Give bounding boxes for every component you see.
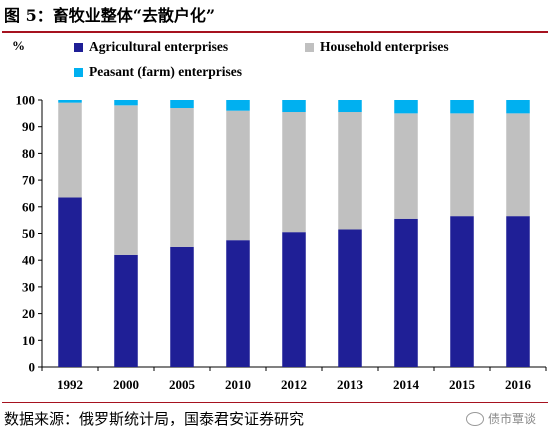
y-tick-label-60: 60 xyxy=(22,199,35,214)
x-tick-label-2014: 2014 xyxy=(393,377,420,392)
bar-2012-series-0 xyxy=(282,232,306,367)
x-tick-label-2000: 2000 xyxy=(113,377,139,392)
legend-swatch-agricultural xyxy=(74,42,83,52)
bar-2014-series-0 xyxy=(394,218,418,367)
bar-2005-series-1 xyxy=(170,108,194,247)
x-tick-label-2012: 2012 xyxy=(281,377,307,392)
bar-2016-series-0 xyxy=(506,216,530,367)
watermark: 债市覃谈 xyxy=(465,410,536,427)
bar-2014-series-2 xyxy=(394,100,418,114)
bar-2015-series-1 xyxy=(450,113,474,217)
source-note: 数据来源：俄罗斯统计局，国泰君安证券研究 xyxy=(4,410,305,428)
figure-title: 图 5：畜牧业整体“去散户化” xyxy=(4,6,216,25)
x-tick-label-2005: 2005 xyxy=(169,377,196,392)
bar-2013-series-0 xyxy=(338,229,362,367)
bar-2005-series-2 xyxy=(170,100,194,109)
y-tick-label-20: 20 xyxy=(22,306,35,321)
title-divider xyxy=(2,31,548,33)
legend-item-household: Household enterprises xyxy=(305,39,449,55)
y-tick-label-50: 50 xyxy=(22,226,35,241)
bar-2012-series-1 xyxy=(282,112,306,233)
bar-2013-series-1 xyxy=(338,112,362,230)
legend-swatch-household xyxy=(305,42,314,52)
x-tick-label-2010: 2010 xyxy=(225,377,251,392)
bar-2016-series-2 xyxy=(506,100,530,114)
legend-item-agricultural: Agricultural enterprises xyxy=(74,39,228,55)
y-tick-label-10: 10 xyxy=(22,333,35,348)
legend-swatch-peasant xyxy=(74,67,83,77)
y-tick-label-100: 100 xyxy=(16,93,36,108)
bar-2012-series-2 xyxy=(282,100,306,113)
x-tick-label-2015: 2015 xyxy=(449,377,476,392)
bar-2000-series-0 xyxy=(114,254,138,367)
bar-1992-series-0 xyxy=(58,197,82,367)
x-tick-label-2016: 2016 xyxy=(505,377,532,392)
bar-2005-series-0 xyxy=(170,246,194,367)
bar-2015-series-2 xyxy=(450,100,474,114)
y-tick-label-30: 30 xyxy=(22,279,35,294)
y-tick-label-40: 40 xyxy=(22,253,35,268)
chart-legend: Agricultural enterprises Household enter… xyxy=(0,0,550,90)
bar-2000-series-2 xyxy=(114,100,138,106)
legend-label-agricultural: Agricultural enterprises xyxy=(89,39,229,54)
y-tick-label-70: 70 xyxy=(22,173,35,188)
legend-label-household: Household enterprises xyxy=(320,39,449,54)
x-tick-label-2013: 2013 xyxy=(337,377,364,392)
x-tick-label-1992: 1992 xyxy=(57,377,83,392)
bar-2013-series-2 xyxy=(338,100,362,113)
bar-2010-series-2 xyxy=(226,100,250,111)
y-tick-label-80: 80 xyxy=(22,146,35,161)
bar-1992-series-1 xyxy=(58,102,82,198)
wechat-icon xyxy=(465,411,484,426)
bar-2016-series-1 xyxy=(506,113,530,217)
legend-label-peasant: Peasant (farm) enterprises xyxy=(89,64,242,79)
y-tick-label-0: 0 xyxy=(29,360,36,375)
bar-2014-series-1 xyxy=(394,113,418,219)
bar-2000-series-1 xyxy=(114,105,138,255)
bar-2015-series-0 xyxy=(450,216,474,367)
y-tick-label-90: 90 xyxy=(22,119,35,134)
y-axis-unit-label: % xyxy=(12,38,25,53)
watermark-text: 债市覃谈 xyxy=(487,412,536,426)
legend-item-peasant: Peasant (farm) enterprises xyxy=(74,64,242,80)
bar-2010-series-1 xyxy=(226,110,250,241)
bar-1992-series-2 xyxy=(58,100,82,103)
bar-2010-series-0 xyxy=(226,240,250,367)
source-divider xyxy=(2,402,548,403)
